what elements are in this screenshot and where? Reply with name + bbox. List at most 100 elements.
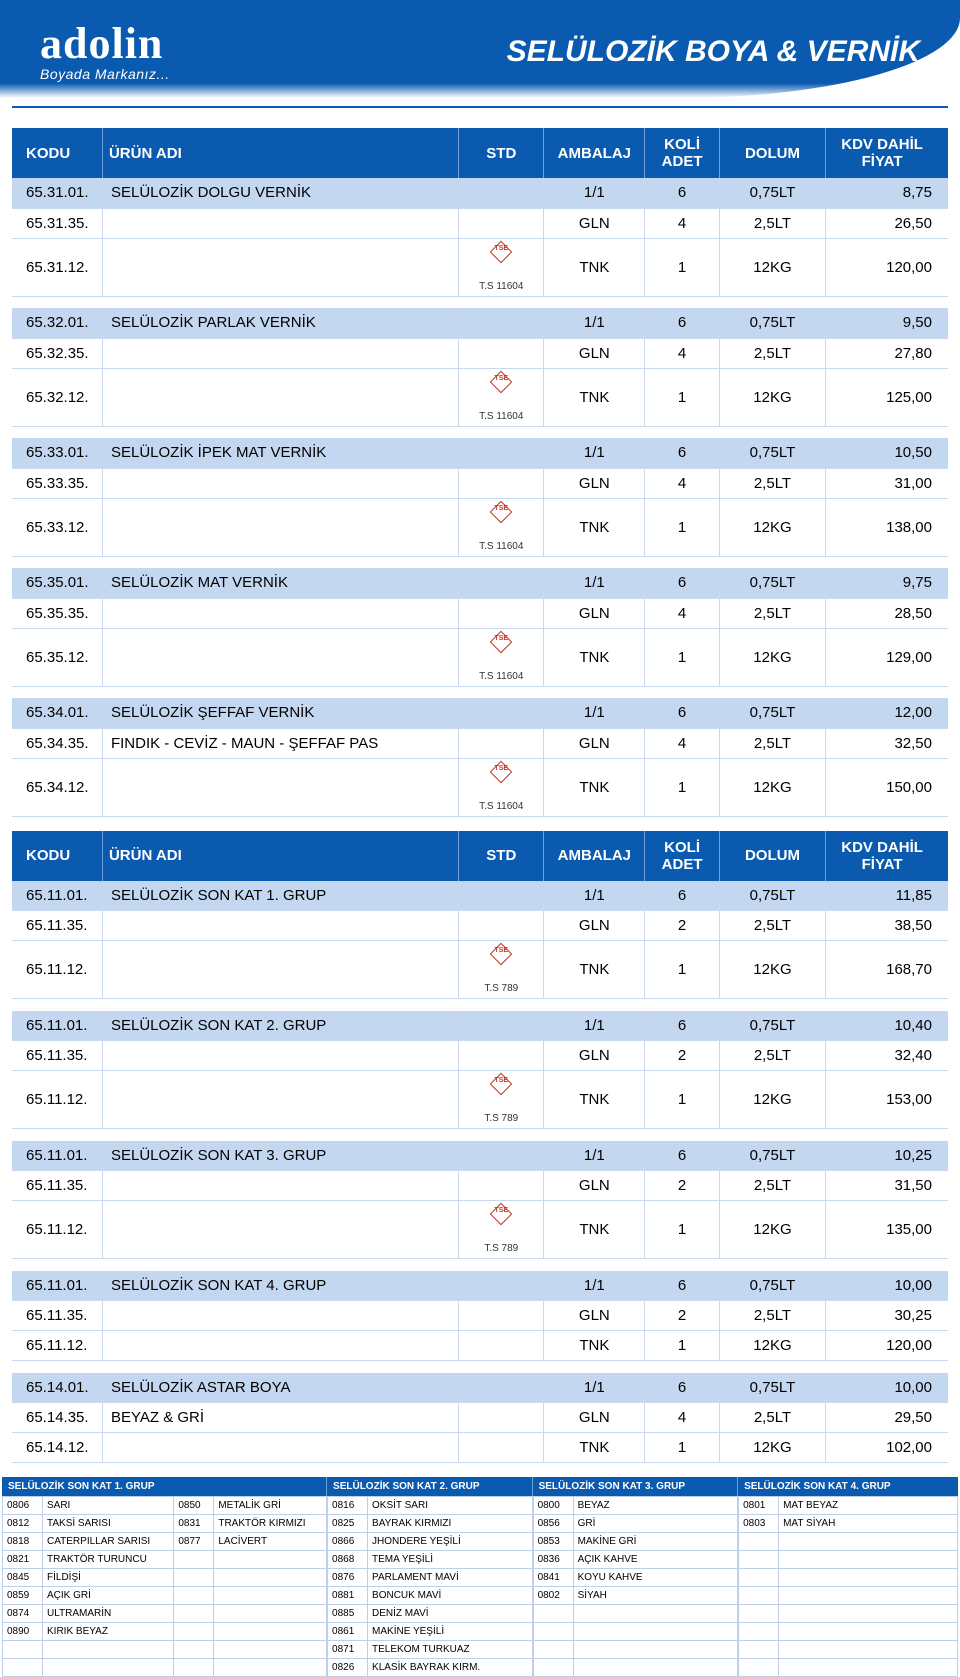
cell-kodu: 65.11.12.	[12, 1331, 102, 1361]
color-code: 0845	[3, 1569, 43, 1587]
footer-row: 0859AÇIK GRİ	[3, 1587, 327, 1605]
page-title: SELÜLOZİK BOYA & VERNİK	[507, 35, 920, 69]
color-name: BEYAZ	[573, 1497, 738, 1515]
color-name	[779, 1551, 958, 1569]
color-code	[533, 1641, 573, 1659]
cell-std	[459, 1301, 544, 1331]
cell-koli: 4	[645, 598, 719, 628]
cell-urun	[102, 1331, 458, 1361]
footer-row	[739, 1641, 958, 1659]
table-header: KODU ÜRÜN ADI STD AMBALAJ KOLİ ADET DOLU…	[12, 831, 948, 881]
cell-ambalaj: TNK	[544, 1071, 645, 1129]
cell-dolum: 2,5LT	[719, 728, 825, 758]
footer-row: 0826KLASİK BAYRAK KIRM.	[328, 1659, 533, 1677]
color-name: SARI	[43, 1497, 174, 1515]
footer-row: 0866JHONDERE YEŞİLİ	[328, 1533, 533, 1551]
cell-dolum: 0,75LT	[719, 178, 825, 208]
tse-icon	[486, 763, 516, 785]
cell-kodu: 65.35.35.	[12, 598, 102, 628]
cell-ambalaj: GLN	[544, 1403, 645, 1433]
cell-ambalaj: 1/1	[544, 1141, 645, 1171]
cell-std: T.S 11604	[459, 238, 544, 296]
color-name	[214, 1659, 327, 1677]
color-name: SİYAH	[573, 1587, 738, 1605]
footer-row	[3, 1641, 327, 1659]
table-row: 65.11.35.GLN22,5LT30,25	[12, 1301, 948, 1331]
cell-koli: 6	[645, 308, 719, 338]
footer-row: 0821TRAKTÖR TURUNCU	[3, 1551, 327, 1569]
cell-ambalaj: 1/1	[544, 698, 645, 728]
th-koli: KOLİ ADET	[645, 128, 719, 178]
cell-fiyat: 29,50	[826, 1403, 948, 1433]
cell-koli: 4	[645, 208, 719, 238]
color-name	[214, 1587, 327, 1605]
cell-urun: SELÜLOZİK SON KAT 3. GRUP	[102, 1141, 458, 1171]
color-code	[174, 1551, 214, 1569]
cell-urun	[102, 1171, 458, 1201]
cell-koli: 2	[645, 911, 719, 941]
color-code	[739, 1659, 779, 1677]
cell-koli: 1	[645, 368, 719, 426]
table-row: 65.11.12.T.S 789TNK112KG168,70	[12, 941, 948, 999]
cell-std	[459, 698, 544, 728]
cell-dolum: 2,5LT	[719, 1301, 825, 1331]
footer-row	[739, 1533, 958, 1551]
cell-koli: 6	[645, 1011, 719, 1041]
cell-koli: 2	[645, 1301, 719, 1331]
cell-dolum: 0,75LT	[719, 1373, 825, 1403]
footer-row: 0856GRİ	[533, 1515, 738, 1533]
color-name: KLASİK BAYRAK KIRM.	[368, 1659, 533, 1677]
cell-dolum: 0,75LT	[719, 1011, 825, 1041]
color-code: 0831	[174, 1515, 214, 1533]
footer-table-2: 0816OKSİT SARI0825BAYRAK KIRMIZI0866JHON…	[327, 1496, 533, 1677]
cell-kodu: 65.32.35.	[12, 338, 102, 368]
table-row: 65.31.01.SELÜLOZİK DOLGU VERNİK1/160,75L…	[12, 178, 948, 208]
color-code: 0816	[328, 1497, 368, 1515]
cell-dolum: 2,5LT	[719, 468, 825, 498]
cell-kodu: 65.11.01.	[12, 1011, 102, 1041]
cell-fiyat: 153,00	[826, 1071, 948, 1129]
table-row: 65.11.12.TNK112KG120,00	[12, 1331, 948, 1361]
cell-kodu: 65.35.12.	[12, 628, 102, 686]
cell-fiyat: 8,75	[826, 178, 948, 208]
color-code: 0859	[3, 1587, 43, 1605]
cell-koli: 1	[645, 941, 719, 999]
table-row: 65.11.35.GLN22,5LT31,50	[12, 1171, 948, 1201]
tse-code-label: T.S 11604	[467, 541, 535, 552]
cell-fiyat: 138,00	[826, 498, 948, 556]
cell-dolum: 0,75LT	[719, 881, 825, 911]
cell-dolum: 0,75LT	[719, 308, 825, 338]
cell-koli: 4	[645, 1403, 719, 1433]
table-row: 65.11.01.SELÜLOZİK SON KAT 4. GRUP1/160,…	[12, 1271, 948, 1301]
cell-dolum: 2,5LT	[719, 1041, 825, 1071]
cell-urun	[102, 1071, 458, 1129]
cell-ambalaj: 1/1	[544, 438, 645, 468]
cell-urun	[102, 498, 458, 556]
cell-dolum: 12KG	[719, 368, 825, 426]
color-name: JHONDERE YEŞİLİ	[368, 1533, 533, 1551]
color-code: 0853	[533, 1533, 573, 1551]
footer-row: 0876PARLAMENT MAVİ	[328, 1569, 533, 1587]
color-name: BONCUK MAVİ	[368, 1587, 533, 1605]
cell-urun	[102, 1433, 458, 1463]
cell-fiyat: 9,75	[826, 568, 948, 598]
tse-icon	[486, 945, 516, 967]
color-code	[533, 1659, 573, 1677]
color-code: 0821	[3, 1551, 43, 1569]
cell-koli: 4	[645, 338, 719, 368]
cell-kodu: 65.14.35.	[12, 1403, 102, 1433]
cell-koli: 1	[645, 1201, 719, 1259]
cell-fiyat: 12,00	[826, 698, 948, 728]
cell-fiyat: 10,25	[826, 1141, 948, 1171]
cell-kodu: 65.11.12.	[12, 941, 102, 999]
color-name: TAKSİ SARISI	[43, 1515, 174, 1533]
cell-kodu: 65.11.35.	[12, 1041, 102, 1071]
footer-title-4: SELÜLOZİK SON KAT 4. GRUP	[738, 1477, 958, 1496]
color-name	[779, 1533, 958, 1551]
color-code: 0850	[174, 1497, 214, 1515]
cell-urun	[102, 1201, 458, 1259]
footer-row	[533, 1623, 738, 1641]
th-std: STD	[459, 128, 544, 178]
cell-koli: 6	[645, 568, 719, 598]
cell-kodu: 65.34.12.	[12, 758, 102, 816]
